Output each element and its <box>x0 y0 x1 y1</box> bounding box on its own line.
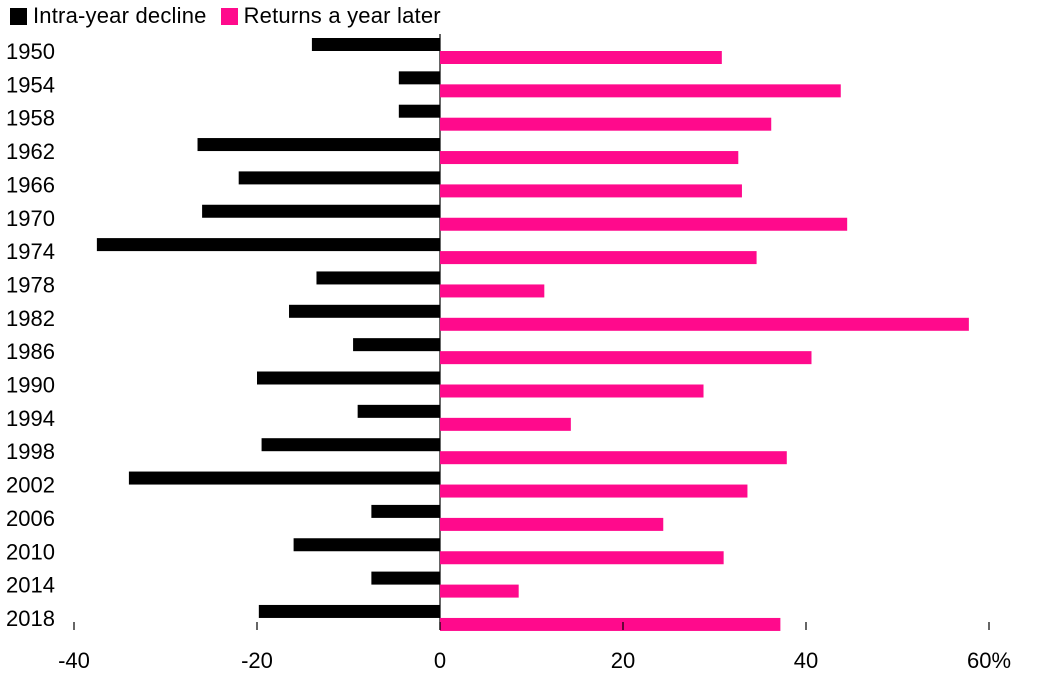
bar-decline-2006 <box>371 504 440 518</box>
category-label-2010: 2010 <box>6 539 55 564</box>
category-label-1950: 1950 <box>6 39 55 64</box>
category-label-1998: 1998 <box>6 439 55 464</box>
category-label-1962: 1962 <box>6 139 55 164</box>
bar-returns-2014 <box>440 584 519 598</box>
bar-decline-1970 <box>202 204 440 218</box>
legend-label-decline: Intra-year decline <box>33 3 207 28</box>
category-label-1990: 1990 <box>6 373 55 398</box>
category-label-1994: 1994 <box>6 406 55 431</box>
legend: Intra-year decline Returns a year later <box>10 2 441 30</box>
x-tick-label-5: 60% <box>967 648 1011 673</box>
bar-decline-1958 <box>398 104 440 118</box>
bar-returns-1974 <box>440 251 757 265</box>
category-label-2002: 2002 <box>6 473 55 498</box>
legend-item-decline: Intra-year decline <box>10 3 207 29</box>
legend-item-returns: Returns a year later <box>220 3 441 29</box>
bar-decline-2010 <box>293 538 440 552</box>
bar-returns-1970 <box>440 217 848 231</box>
bar-decline-1990 <box>257 371 440 385</box>
bar-returns-1990 <box>440 384 704 398</box>
category-label-1986: 1986 <box>6 339 55 364</box>
bar-returns-1998 <box>440 451 787 465</box>
category-label-1974: 1974 <box>6 239 55 264</box>
bar-decline-1974 <box>96 238 440 252</box>
legend-swatch-decline <box>10 7 27 25</box>
bar-decline-2002 <box>128 471 440 485</box>
x-tick-label-0: -40 <box>58 648 90 673</box>
x-tick-label-4: 40 <box>794 648 818 673</box>
bar-returns-1994 <box>440 417 571 431</box>
x-tick-label-2: 0 <box>434 648 446 673</box>
category-label-1958: 1958 <box>6 106 55 131</box>
x-tick-label-1: -20 <box>241 648 273 673</box>
legend-label-returns: Returns a year later <box>243 3 441 28</box>
category-label-2014: 2014 <box>6 573 55 598</box>
bar-returns-1950 <box>440 51 722 64</box>
bar-returns-2010 <box>440 551 724 565</box>
bar-decline-1994 <box>357 404 440 418</box>
category-label-1970: 1970 <box>6 206 55 231</box>
bar-returns-2018 <box>440 617 781 631</box>
bar-returns-2002 <box>440 484 748 498</box>
bar-decline-1954 <box>398 71 440 85</box>
category-label-1966: 1966 <box>6 172 55 197</box>
bar-returns-1954 <box>440 84 841 98</box>
bar-returns-1966 <box>440 184 742 198</box>
x-tick-label-3: 20 <box>611 648 635 673</box>
bar-decline-2018 <box>258 604 440 618</box>
bar-decline-1982 <box>289 304 440 318</box>
category-label-1978: 1978 <box>6 272 55 297</box>
bar-decline-1950 <box>311 38 440 51</box>
bar-decline-2014 <box>371 571 440 585</box>
bar-decline-1986 <box>353 338 440 352</box>
bar-decline-1998 <box>261 438 440 452</box>
bar-returns-1982 <box>440 317 969 331</box>
bar-decline-1978 <box>316 271 440 285</box>
bar-returns-1978 <box>440 284 545 298</box>
legend-swatch-returns <box>220 7 238 25</box>
bar-decline-1962 <box>197 138 440 152</box>
bar-returns-1962 <box>440 151 739 165</box>
bar-returns-1986 <box>440 351 812 365</box>
category-label-2006: 2006 <box>6 506 55 531</box>
bar-decline-1966 <box>238 171 440 185</box>
category-label-1954: 1954 <box>6 72 55 97</box>
category-label-1982: 1982 <box>6 306 55 331</box>
category-label-2018: 2018 <box>6 606 55 631</box>
bar-returns-2006 <box>440 517 664 531</box>
bar-returns-1958 <box>440 117 772 131</box>
